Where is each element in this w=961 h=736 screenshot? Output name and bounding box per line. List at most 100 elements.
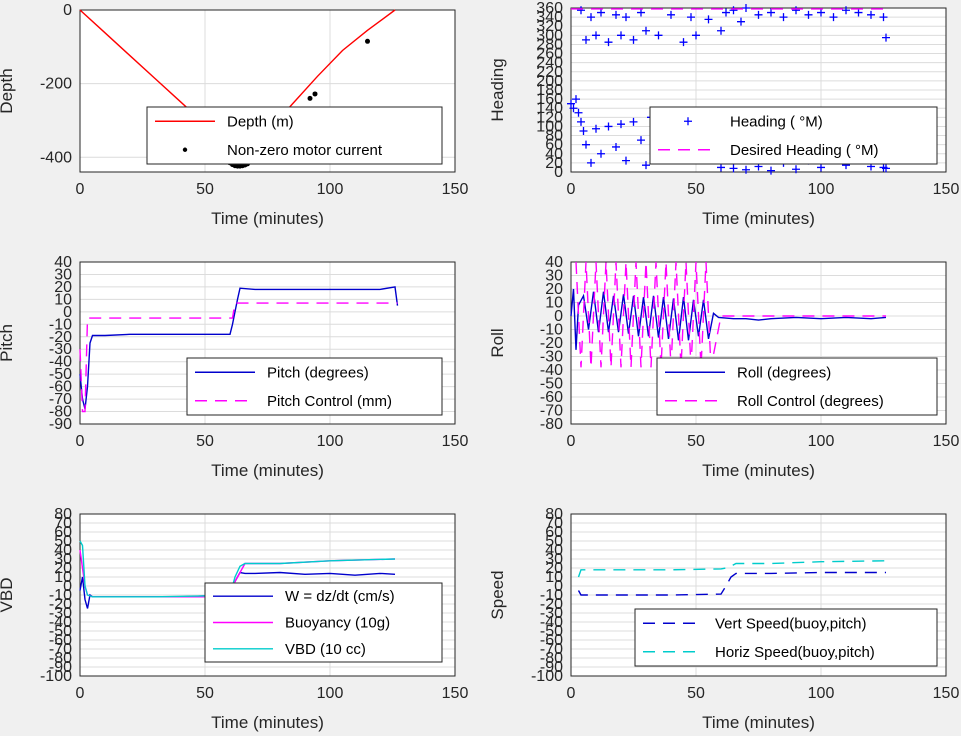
roll-series-line: [570, 288, 887, 350]
roll-ytick-label: -80: [540, 416, 563, 433]
vbd-ytick-label: -50: [49, 623, 72, 640]
heading-ylabel: Heading: [488, 58, 507, 121]
speed-ytick-label: -60: [540, 632, 563, 649]
depth-xtick-label: 100: [317, 181, 344, 198]
vbd-ytick-label: -30: [49, 605, 72, 622]
speed-ytick-label: -40: [540, 614, 563, 631]
heading-ytick-label: 340: [536, 9, 563, 26]
vbd-ytick-label: 30: [54, 551, 72, 568]
speed-legend-label: Vert Speed(buoy,pitch): [715, 615, 866, 632]
speed-ytick-label: -100: [531, 668, 563, 685]
vbd-ytick-label: -10: [49, 587, 72, 604]
vbd-ytick-label: 50: [54, 533, 72, 550]
speed-series-1: [577, 560, 887, 578]
heading-point: [842, 6, 850, 15]
heading-legend-box: [649, 106, 938, 165]
heading-legend-label: Desired Heading ( °M): [730, 142, 879, 159]
pitch-series-line: [79, 302, 398, 413]
heading-point: [592, 31, 600, 40]
vbd-panel: 0 50 100 150-100-90-80-70-60-50-40-30-20-10…: [0, 506, 468, 732]
speed-ytick-label: 0: [554, 578, 563, 595]
heading-ytick-label: 120: [536, 109, 563, 126]
pitch-ytick-label: -70: [49, 391, 72, 408]
roll-xtick-label: 0: [567, 433, 576, 450]
heading-point: [742, 4, 750, 12]
heading-point: [604, 122, 613, 131]
heading-ytick-label: 300: [536, 27, 563, 44]
roll-ytick-label: 10: [545, 295, 563, 312]
speed-series-line: [577, 571, 886, 596]
heading-point: [729, 164, 738, 173]
pitch-ytick-label: 0: [63, 304, 72, 321]
roll-xtick-label: 50: [687, 433, 705, 450]
vbd-ytick-label: -20: [49, 596, 72, 613]
vbd-xtick-label: 150: [442, 685, 469, 702]
heading-point: [597, 8, 605, 17]
speed-ytick-label: -50: [540, 623, 563, 640]
heading-series-1: [577, 4, 890, 47]
heading-point: [767, 8, 775, 17]
heading-point: [612, 142, 620, 151]
heading-ytick-label: 220: [536, 64, 563, 81]
depth-xtick-label: 50: [196, 181, 214, 198]
vbd-ytick-label: -90: [49, 659, 72, 676]
vbd-ylabel: VBD: [0, 578, 16, 613]
heading-point: [667, 10, 675, 19]
pitch-ylabel: Pitch: [0, 324, 16, 362]
depth-xlabel: Time (minutes): [211, 209, 324, 228]
roll-ylabel: Roll: [488, 328, 507, 357]
heading-ytick-label: 260: [536, 46, 563, 63]
speed-xtick-label: 0: [567, 685, 576, 702]
pitch-xlabel: Time (minutes): [211, 461, 324, 480]
roll-ytick-label: 20: [545, 281, 563, 298]
heading-point: [629, 117, 638, 126]
heading-point: [729, 6, 738, 15]
heading-ytick-label: 20: [545, 155, 563, 172]
speed-ytick-label: 70: [545, 515, 563, 532]
heading-point: [679, 38, 688, 47]
heading-point: [577, 117, 585, 126]
pitch-legend-label: Pitch (degrees): [267, 364, 369, 381]
speed-panel: 0 50 100 150-100-90-80-70-60-50-40-30-20-10…: [488, 506, 959, 732]
pitch-axes-box: [79, 261, 456, 425]
depth-point: [312, 91, 318, 97]
speed-ytick-label: -70: [540, 641, 563, 658]
speed-legend-box: [634, 608, 938, 667]
roll-ytick-label: -30: [540, 349, 563, 366]
heading-legend-swatch: [684, 117, 692, 126]
roll-ytick-label: -40: [540, 362, 563, 379]
heading-point: [574, 108, 583, 117]
speed-ytick-label: -90: [540, 659, 563, 676]
heading-ytick-label: 320: [536, 18, 563, 35]
heading-panel: 0 50 100 1500204060801001201401601802002202…: [488, 0, 959, 228]
heading-ytick-label: 360: [536, 0, 563, 17]
vbd-ytick-label: 0: [63, 578, 72, 595]
vbd-legend-label: VBD (10 cc): [285, 641, 366, 658]
heading-point: [737, 17, 745, 26]
vbd-legend: W = dz/dt (cm/s) Buoyancy (10g) VBD (10 cc…: [204, 582, 443, 663]
heading-point: [882, 33, 890, 42]
heading-point: [622, 13, 630, 22]
heading-point: [829, 13, 838, 22]
heading-xtick-label: 150: [933, 181, 960, 198]
heading-point: [687, 13, 695, 22]
roll-legend: Roll (degrees) Roll Control (degrees): [656, 357, 938, 416]
roll-legend-label: Roll (degrees): [737, 364, 831, 381]
depth-point: [365, 38, 370, 44]
roll-panel: 0 50 100 150-80-70-60-50-40-30-20-100102030…: [488, 254, 959, 480]
heading-point: [754, 10, 763, 19]
speed-ytick-label: 50: [545, 533, 563, 550]
roll-ytick-label: 30: [545, 268, 563, 285]
depth-xtick-label: 150: [442, 181, 469, 198]
depth-legend-box: [146, 106, 443, 165]
pitch-series-line: [79, 286, 399, 410]
roll-ytick-label: 40: [545, 254, 563, 271]
heading-point: [717, 163, 725, 172]
heading-point: [637, 136, 645, 145]
vbd-ytick-label: 40: [54, 542, 72, 559]
pitch-legend: Pitch (degrees) Pitch Control (mm): [186, 357, 443, 416]
heading-point: [622, 156, 630, 165]
vbd-ytick-label: -40: [49, 614, 72, 631]
roll-xtick-label: 100: [808, 433, 835, 450]
